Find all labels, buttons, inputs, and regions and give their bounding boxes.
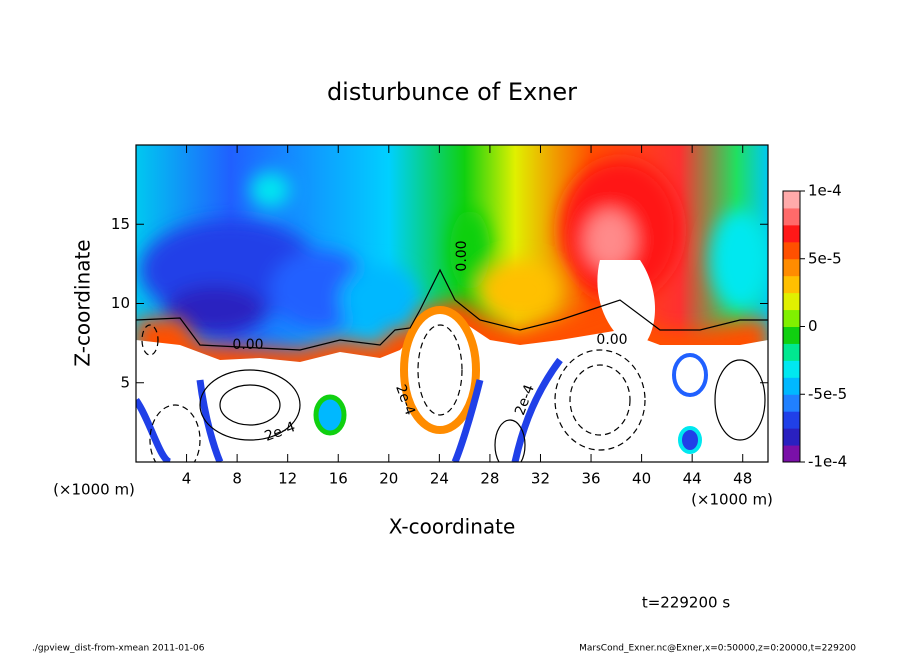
y-axis-label: Z-coordinate <box>71 239 95 366</box>
x-tick-label: 24 <box>430 470 449 488</box>
colorbar-swatch <box>783 394 800 412</box>
y-tick-label: 10 <box>111 294 130 312</box>
footer-left: ./gpview_dist-from-xmean 2011-01-06 <box>32 644 205 654</box>
x-tick-label: 48 <box>733 470 752 488</box>
annotation: t=229200 s <box>642 594 730 612</box>
contour-label: 0.00 <box>596 332 627 348</box>
x-tick-label: 16 <box>329 470 348 488</box>
footer-right: MarsCond_Exner.nc@Exner,x=0:50000,z=0:20… <box>579 644 856 654</box>
colorbar-swatch <box>783 360 800 378</box>
colorbar-swatch <box>783 275 800 294</box>
colorbar-swatch <box>783 309 800 327</box>
colorbar-swatch <box>783 411 800 429</box>
colorbar-swatch <box>783 428 800 446</box>
y-tick-label: 5 <box>120 373 130 391</box>
colorbar-swatch <box>783 207 800 226</box>
x-tick-label: 4 <box>182 470 192 488</box>
x-tick-label: 44 <box>683 470 702 488</box>
colorbar-tick-label: -1e-4 <box>808 453 847 471</box>
x-tick-label: 36 <box>581 470 600 488</box>
x-tick-label: 12 <box>278 470 297 488</box>
colorbar-tick-label: 0 <box>808 317 818 335</box>
x-axis-label: X-coordinate <box>389 515 516 539</box>
contour-label: 0.00 <box>454 240 470 271</box>
colorbar-swatch <box>783 224 800 243</box>
colorbar-swatch <box>783 377 800 395</box>
x-tick-label: 8 <box>232 470 242 488</box>
colorbar-swatch <box>783 326 800 344</box>
colorbar-swatch <box>783 445 800 463</box>
colorbar-swatch <box>783 241 800 260</box>
y-tick-label: 15 <box>111 215 130 233</box>
x-tick-label: 32 <box>531 470 550 488</box>
colorbar-swatch <box>783 343 800 361</box>
x-unit-label: (×1000 m) <box>691 491 773 509</box>
field <box>136 145 768 462</box>
colorbar-tick-label: 1e-4 <box>808 182 842 200</box>
colorbar-tick-label: -5e-5 <box>808 385 847 403</box>
x-tick-label: 20 <box>379 470 398 488</box>
x-unit-label: (×1000 m) <box>53 481 135 499</box>
colorbar-tick-label: 5e-5 <box>808 249 842 267</box>
colorbar-swatch <box>783 292 800 311</box>
colorbar-swatch <box>783 191 800 209</box>
contour-label: 0.00 <box>232 337 263 353</box>
x-tick-label: 28 <box>480 470 499 488</box>
colorbar-swatch <box>783 258 800 277</box>
x-tick-label: 40 <box>632 470 651 488</box>
chart-title: disturbunce of Exner <box>327 78 577 106</box>
